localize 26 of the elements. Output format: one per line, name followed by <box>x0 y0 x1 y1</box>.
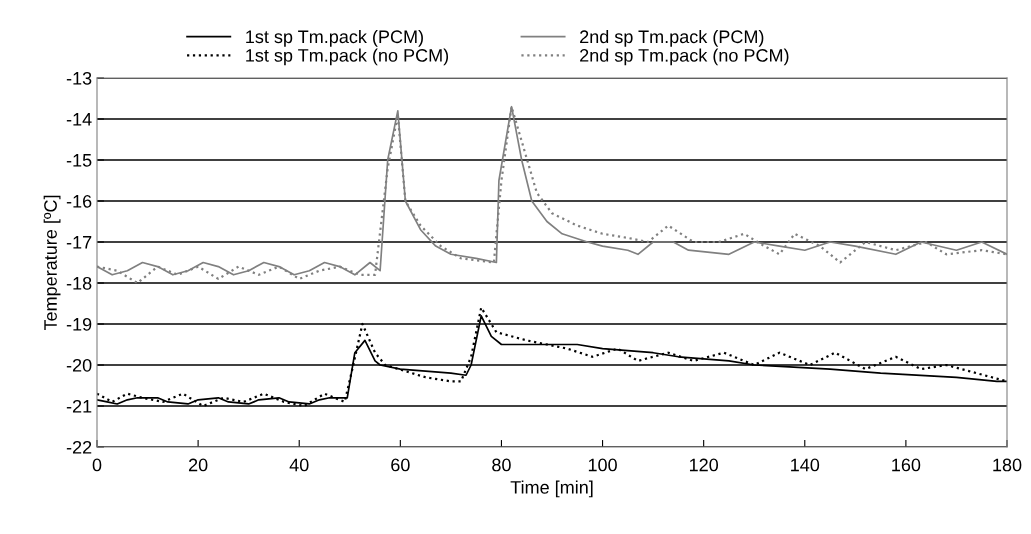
y-tick-label: -19 <box>66 317 92 331</box>
x-tick-label: 80 <box>492 458 511 472</box>
y-tick-label: -22 <box>66 440 92 454</box>
x-tick-label: 180 <box>993 458 1022 472</box>
x-tick-label: 20 <box>188 458 208 472</box>
y-tick-label: -21 <box>66 399 92 413</box>
y-tick-label: -16 <box>66 194 92 208</box>
x-tick-label: 60 <box>391 458 410 472</box>
y-tick-label: -15 <box>66 154 92 167</box>
x-tick-label: 160 <box>892 458 921 472</box>
x-tick-label: 40 <box>289 458 309 472</box>
legend-label: 1st sp Tm.pack (PCM) <box>246 29 423 47</box>
x-tick-label: 100 <box>588 458 617 472</box>
x-axis-title: Time [min] <box>510 480 593 498</box>
y-tick-label: -14 <box>66 113 92 126</box>
x-tick-label: 140 <box>791 458 820 472</box>
y-tick-label: -18 <box>66 276 92 290</box>
x-tick-label: 0 <box>92 458 102 472</box>
legend-label: 1st sp Tm.pack (no PCM) <box>246 48 449 66</box>
y-tick-label: -17 <box>66 236 92 249</box>
legend-label: 2nd sp Tm.pack (PCM) <box>580 29 764 47</box>
y-axis-title: Temperature [ºC] <box>43 195 61 331</box>
y-tick-label: -20 <box>66 358 92 372</box>
x-tick-label: 120 <box>689 458 719 472</box>
y-tick-label: -13 <box>66 71 92 85</box>
legend-label: 2nd sp Tm.pack (no PCM) <box>580 48 789 66</box>
